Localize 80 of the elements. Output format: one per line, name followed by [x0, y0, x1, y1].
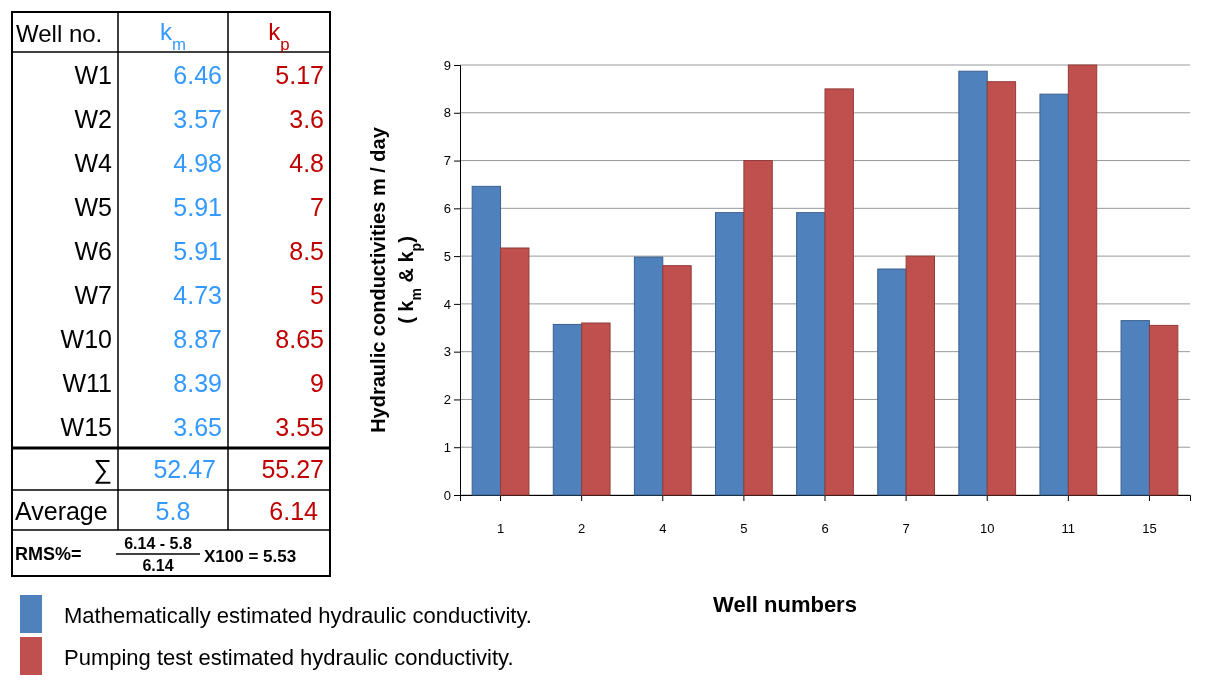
text: X100 = 5.53 [204, 547, 297, 566]
text: 5 [310, 281, 324, 309]
y-tick-label: 1 [443, 439, 451, 455]
text: 3.55 [275, 413, 324, 441]
bar [877, 268, 907, 496]
bar [905, 255, 935, 496]
text: Average [15, 497, 108, 525]
text: 5.17 [275, 61, 324, 89]
y-tick-label: 6 [443, 200, 451, 216]
text: 6.14 [142, 557, 174, 574]
text: ∑ [93, 454, 112, 484]
text: W15 [60, 413, 112, 441]
bar [633, 256, 664, 496]
text: 4.98 [173, 149, 222, 177]
text: W6 [74, 237, 112, 265]
text: 9 [310, 369, 324, 397]
bar [796, 212, 826, 496]
text: k$_{m}$ [160, 18, 186, 54]
x-tick-label: 15 [1142, 520, 1157, 536]
text: 5.8 [155, 497, 191, 525]
y-tick-label: 8 [443, 105, 451, 121]
text: 3.6 [289, 105, 324, 133]
text: 8.65 [275, 325, 324, 353]
text: 5.91 [173, 237, 222, 265]
y-tick-label: 9 [443, 57, 451, 73]
text: 52.47 [153, 455, 216, 483]
bar [552, 323, 583, 496]
text: 8.87 [173, 325, 222, 353]
bar [1039, 93, 1069, 496]
y-tick-label: 2 [443, 392, 451, 408]
bar [581, 322, 611, 496]
x-tick-label: 5 [740, 520, 748, 536]
text: 4.8 [289, 149, 324, 177]
bar [958, 70, 988, 496]
text: W4 [74, 149, 113, 177]
bar [824, 88, 854, 496]
text: W11 [62, 369, 112, 397]
text: 3.57 [173, 105, 222, 133]
text: 6.46 [173, 61, 222, 89]
text: 6.14 - 5.8 [124, 535, 192, 552]
text: W5 [74, 193, 112, 221]
bar [715, 212, 745, 496]
bar [743, 160, 773, 496]
text: k$_{p}$ [268, 18, 290, 54]
x-tick-label: 11 [1061, 520, 1076, 536]
text: 4.73 [173, 281, 222, 309]
text: W7 [74, 281, 112, 309]
text: Well no. [16, 20, 103, 47]
x-tick-label: 6 [821, 520, 829, 536]
bar [662, 265, 692, 496]
y-tick-label: 4 [443, 296, 451, 312]
y-tick-label: 5 [443, 248, 451, 264]
legend-label: Pumping test estimated hydraulic conductivity. [64, 645, 514, 670]
text: 3.65 [173, 413, 222, 441]
bar [471, 185, 502, 496]
text: W2 [74, 105, 112, 133]
text: RMS%= [15, 544, 82, 564]
x-tick-label: 2 [578, 520, 586, 536]
legend-label: Mathematically estimated hydraulic conductivity. [64, 603, 532, 628]
text: 5.91 [173, 193, 222, 221]
text: 6.14 [269, 497, 319, 525]
text: W1 [74, 61, 112, 89]
y-tick-label: 7 [443, 153, 451, 169]
bar [986, 81, 1017, 496]
x-axis-title: Well numbers [713, 592, 857, 617]
bar [500, 247, 530, 496]
x-tick-label: 1 [496, 520, 505, 536]
text: W10 [60, 325, 112, 353]
y-tick-label: 3 [443, 344, 451, 360]
text: 7 [310, 193, 324, 221]
bar [1120, 320, 1150, 496]
bar [1148, 324, 1179, 496]
text: 8.39 [173, 369, 222, 397]
text: 8.5 [289, 237, 324, 265]
text: 55.27 [261, 455, 324, 483]
bar [1067, 64, 1098, 496]
x-tick-label: 10 [979, 520, 995, 536]
y-tick-label: 0 [443, 487, 451, 503]
x-tick-label: 4 [659, 520, 667, 536]
x-tick-label: 7 [902, 520, 910, 536]
